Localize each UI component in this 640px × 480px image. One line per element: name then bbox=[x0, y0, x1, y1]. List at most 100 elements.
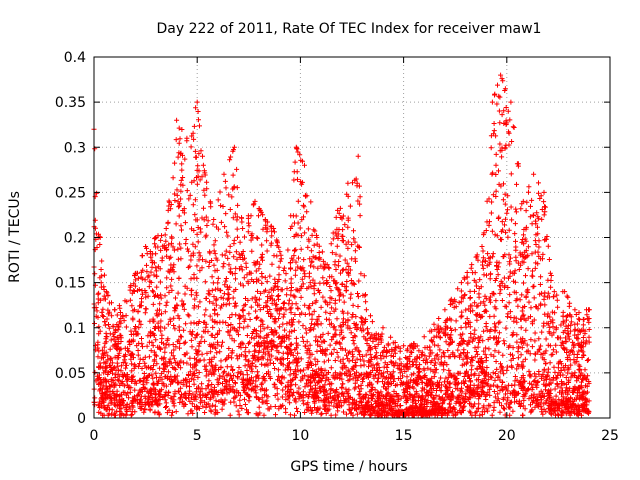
data-point bbox=[495, 375, 501, 380]
data-point bbox=[342, 398, 348, 404]
data-point bbox=[158, 292, 164, 298]
data-point bbox=[371, 375, 377, 381]
data-point bbox=[100, 383, 106, 389]
data-point bbox=[163, 302, 169, 308]
data-point bbox=[473, 254, 479, 260]
data-point bbox=[166, 389, 172, 395]
data-point bbox=[267, 357, 273, 363]
data-point bbox=[252, 294, 258, 300]
data-point bbox=[162, 309, 168, 315]
data-point bbox=[471, 331, 477, 337]
data-point bbox=[420, 385, 426, 391]
data-point bbox=[132, 326, 138, 332]
data-point bbox=[225, 255, 231, 261]
data-point bbox=[428, 392, 434, 398]
data-point bbox=[538, 274, 544, 280]
data-point bbox=[339, 238, 345, 244]
data-point bbox=[202, 192, 208, 198]
data-point bbox=[521, 227, 527, 232]
data-point bbox=[247, 317, 253, 322]
data-point bbox=[153, 370, 159, 376]
data-point bbox=[332, 300, 338, 306]
data-point bbox=[222, 224, 228, 230]
data-point bbox=[507, 117, 513, 123]
data-point bbox=[307, 327, 313, 333]
data-point bbox=[318, 321, 324, 327]
data-point bbox=[200, 153, 205, 159]
data-point bbox=[312, 356, 318, 362]
data-point bbox=[580, 335, 586, 340]
data-point bbox=[404, 386, 410, 392]
data-point bbox=[202, 338, 208, 344]
data-point bbox=[163, 405, 168, 410]
data-point bbox=[212, 238, 218, 244]
data-point bbox=[259, 361, 265, 367]
data-point bbox=[389, 360, 395, 366]
data-point bbox=[442, 379, 447, 385]
data-point bbox=[553, 375, 559, 381]
data-point bbox=[303, 326, 309, 332]
data-point bbox=[271, 285, 277, 291]
data-point bbox=[162, 397, 168, 403]
data-point bbox=[409, 372, 415, 378]
data-point bbox=[461, 380, 467, 386]
data-point bbox=[575, 327, 581, 333]
data-point bbox=[376, 365, 382, 370]
data-point bbox=[254, 297, 260, 303]
data-point bbox=[178, 188, 184, 194]
data-point bbox=[552, 386, 558, 392]
data-point bbox=[496, 181, 502, 187]
data-point bbox=[551, 294, 557, 300]
data-point bbox=[130, 317, 136, 323]
data-point bbox=[117, 319, 123, 325]
data-point bbox=[300, 334, 306, 340]
data-point bbox=[294, 389, 300, 395]
data-point bbox=[206, 389, 212, 395]
data-point bbox=[253, 364, 259, 370]
data-point bbox=[208, 409, 214, 415]
data-point bbox=[554, 292, 560, 298]
data-point bbox=[212, 411, 218, 417]
data-point bbox=[327, 380, 333, 386]
data-point bbox=[234, 226, 240, 232]
data-point bbox=[106, 322, 111, 327]
data-point bbox=[346, 406, 352, 412]
data-point bbox=[472, 288, 477, 294]
data-point bbox=[487, 297, 493, 303]
data-point bbox=[199, 351, 205, 357]
data-point bbox=[457, 370, 463, 376]
data-point bbox=[118, 339, 124, 344]
data-point bbox=[521, 241, 527, 247]
data-point bbox=[194, 406, 200, 412]
data-point bbox=[254, 331, 260, 337]
data-point bbox=[161, 243, 167, 249]
data-point bbox=[553, 349, 559, 355]
data-point bbox=[281, 265, 287, 271]
data-point bbox=[94, 308, 100, 314]
data-point bbox=[480, 259, 485, 265]
data-point bbox=[104, 365, 110, 371]
data-point bbox=[488, 145, 494, 151]
data-point bbox=[333, 412, 339, 418]
data-point bbox=[95, 342, 101, 348]
data-point bbox=[514, 366, 520, 372]
data-point bbox=[493, 172, 499, 177]
data-point bbox=[199, 265, 205, 271]
data-point bbox=[299, 276, 305, 282]
data-point bbox=[408, 377, 414, 383]
data-point bbox=[157, 279, 163, 285]
data-point bbox=[179, 298, 185, 304]
data-point bbox=[507, 259, 512, 265]
data-point bbox=[204, 186, 210, 192]
data-point bbox=[258, 328, 264, 334]
data-point bbox=[237, 397, 243, 403]
data-point bbox=[463, 361, 469, 367]
data-point bbox=[227, 315, 233, 320]
data-point bbox=[328, 288, 334, 294]
data-point bbox=[288, 260, 293, 265]
data-point bbox=[240, 372, 246, 378]
data-point bbox=[361, 405, 367, 411]
data-point bbox=[156, 412, 162, 418]
data-point bbox=[240, 341, 246, 347]
data-point bbox=[195, 331, 201, 337]
